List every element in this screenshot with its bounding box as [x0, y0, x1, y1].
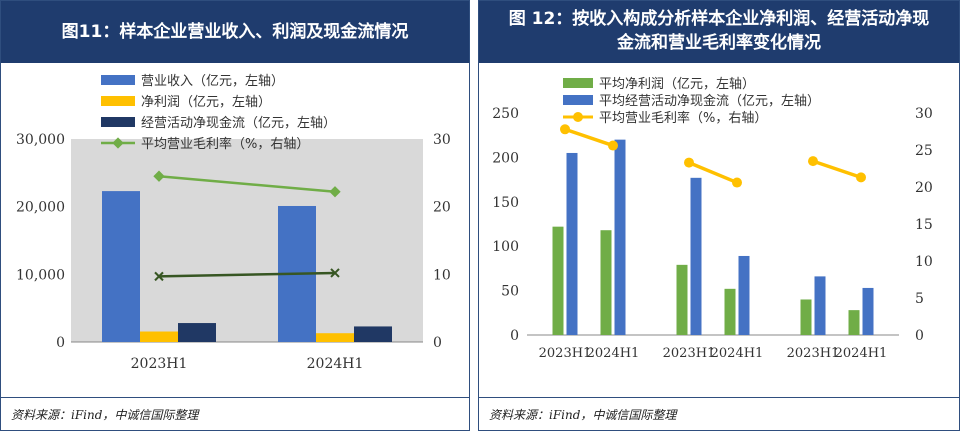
chart-2-x-tick-label: 2023H1: [539, 346, 592, 361]
chart-1-title: 图11：样本企业营业收入、利润及现金流情况: [1, 1, 469, 63]
chart-2-bar: [724, 288, 736, 335]
chart-1-divider: [1, 397, 469, 398]
chart-1-left-tick-label: 0: [56, 335, 65, 351]
chart-2-bar: [552, 226, 564, 335]
chart-1-bar: [102, 191, 140, 342]
chart-1-bar: [178, 323, 216, 342]
chart-1-x-tick-label: 2024H1: [307, 356, 364, 372]
chart-2-right-tick-label: 15: [915, 217, 933, 233]
chart-1-line: [158, 271, 336, 278]
chart-2-right-tick-label: 5: [915, 291, 924, 307]
chart-2-left-tick-label: 0: [510, 328, 519, 344]
chart-2-legend-label: 平均经营活动净现金流（亿元，左轴）: [599, 93, 820, 109]
chart-1-left-tick-label: 30,000: [16, 132, 65, 148]
chart-2-line-point: [856, 172, 866, 183]
chart-2-bar: [814, 276, 826, 335]
chart-2-left-tick-label: 200: [492, 150, 519, 166]
chart-panel-2: 图 12：按收入构成分析样本企业净利润、经营活动净现 金流和营业毛利率变化情况 …: [478, 0, 960, 431]
chart-2-bar: [690, 177, 702, 335]
chart-1-legend-swatch: [101, 75, 135, 85]
chart-1-legend-swatch: [101, 117, 135, 127]
chart-2-left-tick-label: 150: [492, 195, 519, 211]
chart-1-left-tick-label: 20,000: [16, 200, 65, 216]
chart-2-title-line1: 图 12：按收入构成分析样本企业净利润、经营活动净现: [508, 9, 930, 29]
chart-2-line: [688, 160, 738, 185]
chart-2-bar: [862, 287, 874, 335]
chart-2-line-point: [608, 140, 618, 151]
chart-2-right-tick-label: 20: [915, 180, 933, 196]
chart-1-legend-label: 营业收入（亿元，左轴）: [141, 74, 284, 89]
chart-2-legend-label: 平均营业毛利率（%，右轴）: [599, 110, 767, 126]
chart-2-bar: [848, 310, 860, 335]
chart-1-bar: [354, 326, 392, 342]
chart-1-line-point: [154, 271, 164, 282]
chart-2-line-point: [732, 177, 742, 188]
chart-1-line-point-stroke: [154, 271, 164, 282]
chart-2-legend-marker: [573, 112, 583, 122]
chart-1-bar: [140, 331, 178, 342]
chart-2-right-tick-label: 0: [915, 328, 924, 344]
chart-1-right-tick-label: 20: [433, 200, 451, 216]
chart-2-x-tick-label: 2024H1: [835, 346, 888, 361]
chart-2-x-tick-label: 2024H1: [587, 346, 640, 361]
chart-2-legend-swatch: [563, 78, 593, 88]
chart-2-right-tick-label: 10: [915, 254, 933, 270]
chart-2-left-tick-label: 250: [492, 106, 519, 122]
chart-2-left-tick-label: 100: [492, 239, 519, 255]
chart-2-line-point: [560, 124, 570, 135]
chart-panel-1: 图11：样本企业营业收入、利润及现金流情况 0 10,000 20,000 30,00…: [0, 0, 470, 431]
chart-2-bar: [800, 299, 812, 335]
chart-2-line: [812, 159, 862, 180]
chart-1-right-tick-label: 10: [433, 267, 451, 283]
chart-2-source: 资料来源：iFind，中诚信国际整理: [489, 408, 677, 422]
chart-1-line-point: [153, 170, 165, 182]
chart-1-line: [158, 174, 336, 194]
chart-2-title: 图 12：按收入构成分析样本企业净利润、经营活动净现 金流和营业毛利率变化情况: [479, 1, 959, 63]
chart-1-canvas: 0 10,000 20,000 30,000 0 10 20 30 2023H1 2024H1 营业…: [16, 74, 451, 372]
chart-2-line-point: [684, 157, 694, 168]
chart-1-line-point-stroke: [330, 268, 340, 278]
chart-1-line-point: [330, 268, 340, 278]
chart-2-bar: [566, 152, 578, 335]
chart-2-bar: [738, 255, 750, 335]
chart-2-bar: [676, 264, 688, 335]
chart-1-right-tick-label: 30: [433, 132, 451, 148]
chart-1-source: 资料来源：iFind，中诚信国际整理: [11, 408, 199, 422]
chart-2-divider: [479, 397, 959, 398]
chart-1-legend-label: 平均营业毛利率（%，右轴）: [141, 136, 309, 152]
chart-2-x-tick-label: 2023H1: [663, 346, 716, 361]
chart-1-right-tick-label: 0: [433, 335, 442, 351]
chart-2-right-tick-label: 25: [915, 143, 933, 159]
chart-2-right-tick-label: 30: [915, 106, 933, 122]
chart-1-left-tick-label: 10,000: [16, 267, 65, 283]
chart-2-legend-label: 平均净利润（亿元，左轴）: [599, 77, 755, 92]
chart-1-bar: [316, 333, 354, 342]
chart-2-x-tick-label: 2024H1: [711, 346, 764, 361]
chart-2-bar: [614, 139, 626, 335]
chart-2-legend-swatch: [563, 95, 593, 105]
chart-2-bar: [600, 230, 612, 335]
chart-1-legend-label: 净利润（亿元，左轴）: [141, 95, 271, 110]
chart-2-x-tick-label: 2023H1: [787, 346, 840, 361]
chart-2-left-tick-label: 50: [501, 284, 519, 300]
chart-2-title-line2: 金流和营业毛利率变化情况: [617, 33, 821, 53]
chart-1-x-tick-label: 2023H1: [131, 356, 188, 372]
chart-2-line-point: [808, 156, 818, 167]
chart-1-legend-label: 经营活动净现金流（亿元，左轴）: [141, 115, 336, 131]
chart-2-line: [564, 127, 614, 148]
chart-1-legend-swatch: [101, 96, 135, 106]
